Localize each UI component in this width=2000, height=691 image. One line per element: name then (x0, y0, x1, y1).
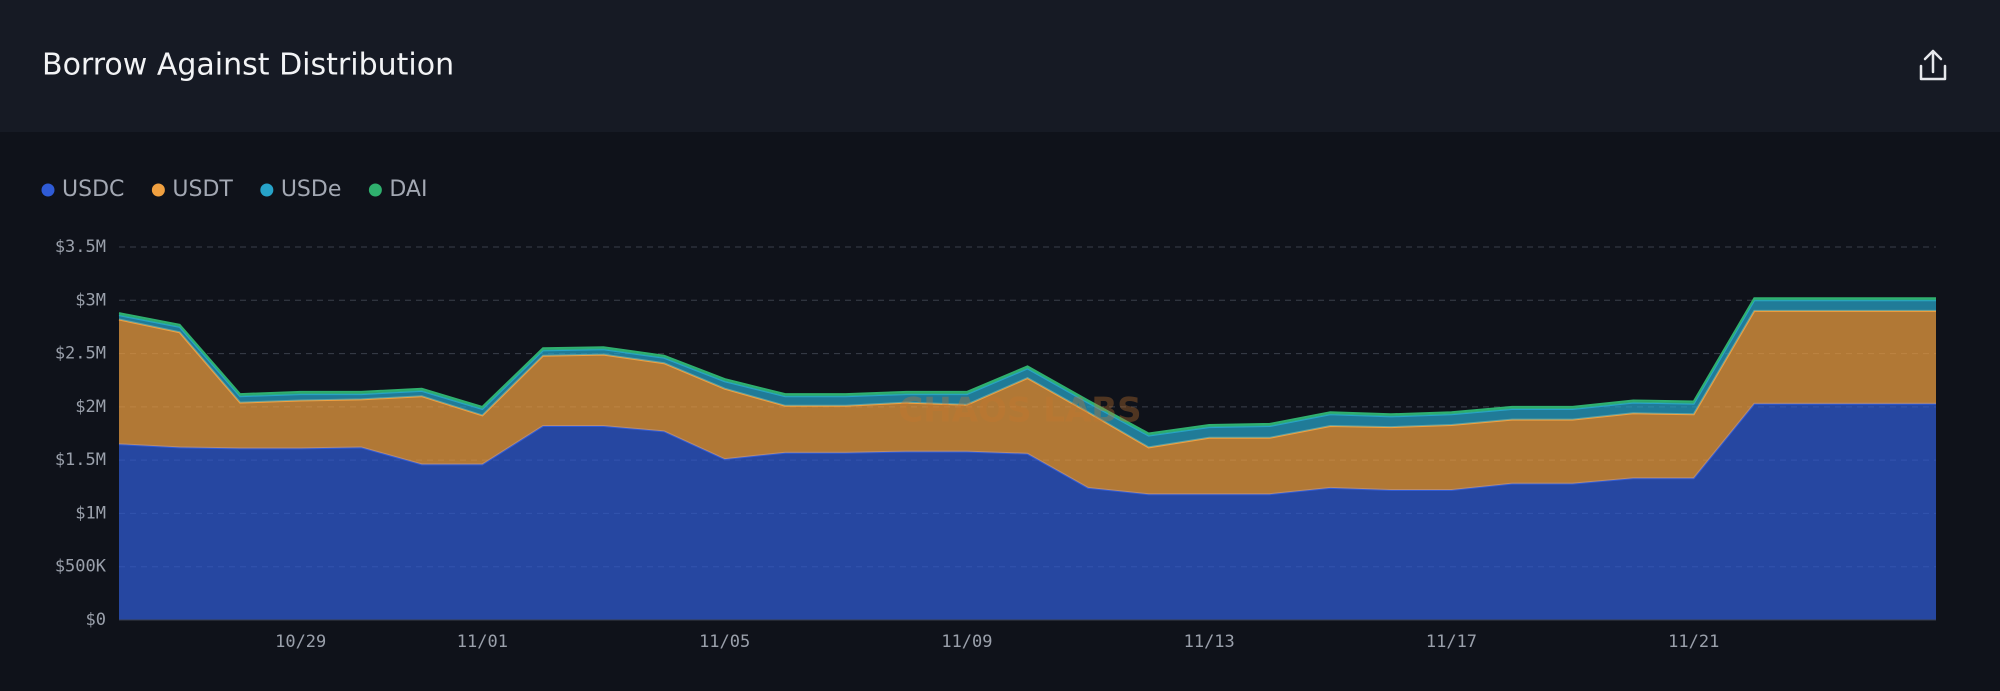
legend-marker (151, 183, 165, 197)
export-tray (1919, 64, 1947, 81)
y-tick-label: $2.5M (55, 344, 106, 364)
x-tick-label: 11/17 (1426, 632, 1477, 652)
area-line (118, 297, 1936, 435)
area (119, 403, 1936, 620)
x-tick-label: 11/13 (1184, 632, 1235, 652)
area (119, 310, 1936, 495)
chart-title: Borrow Against Distribution (42, 48, 454, 83)
legend-marker (368, 183, 382, 197)
export-arrow-head (1923, 49, 1943, 61)
legend-label: USDe (281, 177, 342, 202)
legend-label: USDC (62, 177, 124, 202)
legend-label: DAI (389, 177, 427, 202)
legend-marker (41, 183, 55, 197)
x-tick-label: 11/09 (941, 632, 992, 652)
y-tick-label: $2M (75, 397, 106, 417)
x-tick-label: 11/01 (457, 632, 508, 652)
y-tick-label: $500K (55, 557, 107, 577)
legend-marker (260, 183, 274, 197)
y-tick-label: $1M (75, 503, 106, 523)
x-tick-label: 11/05 (699, 632, 750, 652)
watermark: CHAOS LABS (898, 391, 1141, 431)
y-tick-label: $0 (86, 610, 106, 630)
y-tick-label: $3.5M (55, 237, 106, 257)
legend-label: USDT (172, 177, 233, 202)
area (119, 300, 1936, 448)
y-tick-label: $3M (75, 290, 106, 310)
export-button[interactable] (1919, 49, 1947, 81)
x-tick-label: 11/21 (1668, 632, 1719, 652)
x-tick-label: 10/29 (275, 632, 326, 652)
header-bar (0, 0, 2000, 132)
y-tick-label: $1.5M (55, 450, 106, 470)
